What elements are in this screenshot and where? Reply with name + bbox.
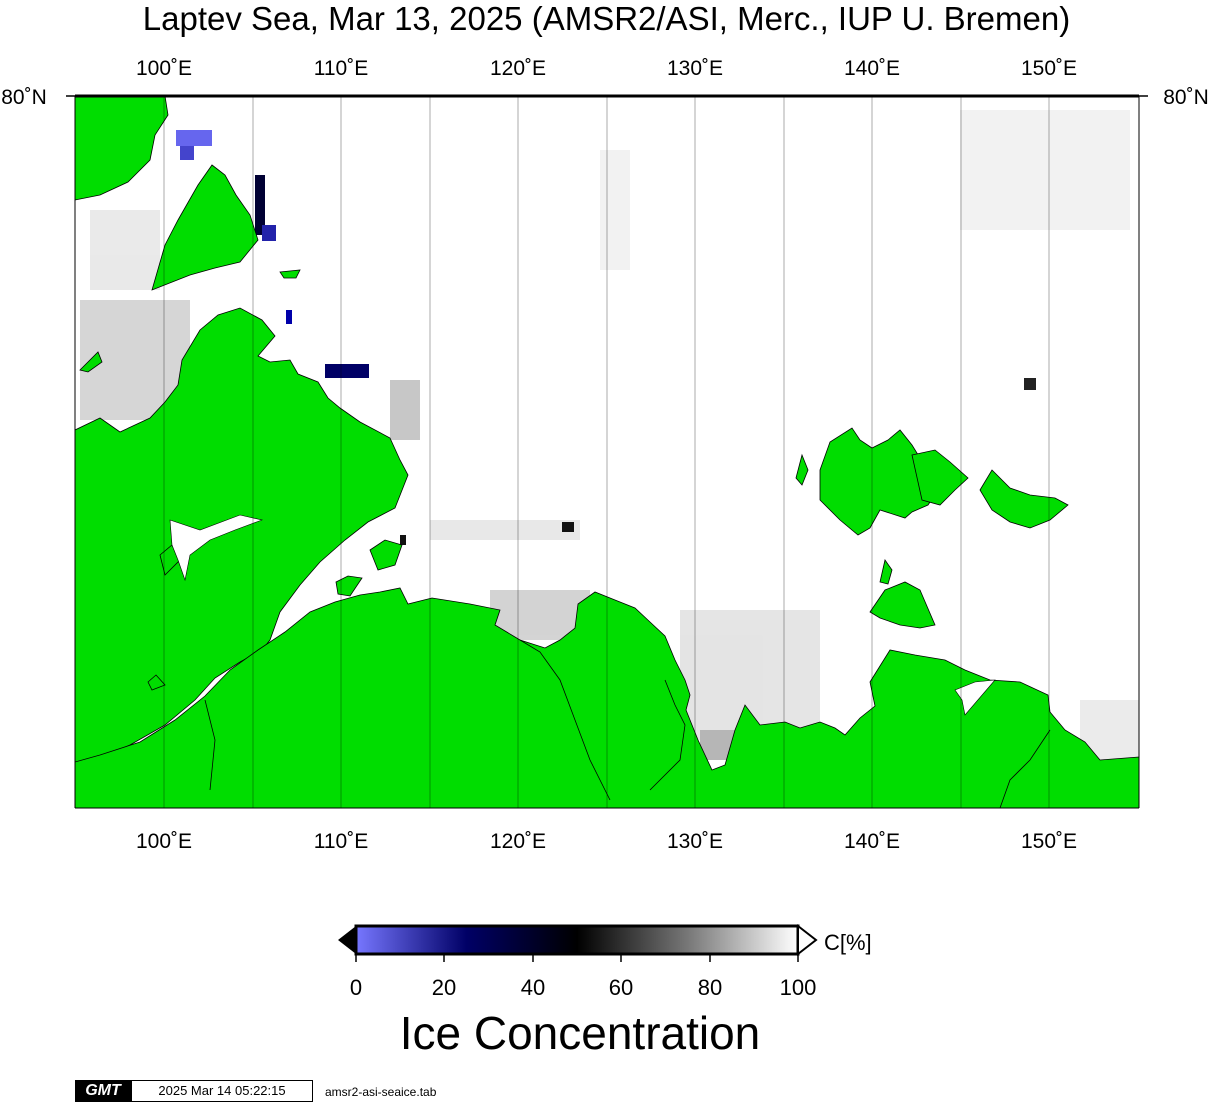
land-severnaya-zemlya-south: [151, 164, 259, 291]
land-taymyr-mainland: [75, 307, 409, 763]
colorbar-gradient: [354, 924, 800, 956]
lat-label-right: 80˚N: [1163, 86, 1209, 109]
colorbar-unit: C[%]: [824, 930, 872, 955]
colorbar-tick: 60: [609, 975, 633, 1000]
lon-label-top: 140˚E: [844, 57, 900, 80]
lon-label-top: 120˚E: [490, 57, 546, 80]
lon-label-bottom: 110˚E: [314, 830, 368, 853]
colorbar-right-triangle: [797, 923, 818, 957]
lon-label-top: 110˚E: [314, 57, 368, 80]
lon-label-bottom: 120˚E: [490, 830, 546, 853]
land-new-siberia-island: [911, 449, 969, 506]
lon-label-bottom: 150˚E: [1021, 830, 1077, 853]
colorbar-left-triangle: [338, 926, 356, 954]
lon-label-bottom: 130˚E: [667, 830, 723, 853]
land-severnaya-zemlya-north: [75, 96, 169, 201]
rivers: [204, 639, 1051, 808]
meridians: [163, 96, 1050, 808]
lat-label-left: 80˚N: [1, 86, 47, 109]
longitude-labels-top: 100˚E 110˚E 120˚E 130˚E 140˚E 150˚E: [136, 57, 1077, 80]
lon-label-bottom: 100˚E: [136, 830, 192, 853]
longitude-labels-bottom: 100˚E 110˚E 120˚E 130˚E 140˚E 150˚E: [136, 830, 1077, 853]
lon-label-top: 150˚E: [1021, 57, 1077, 80]
colorbar-title: Ice Concentration: [399, 1007, 761, 1059]
lon-label-top: 130˚E: [667, 57, 723, 80]
land-bennett-islands: [979, 469, 1069, 529]
low-concentration-streaks: [176, 130, 1036, 545]
ice-texture: [80, 110, 1139, 760]
colorbar: 0 20 40 60 80 100 C[%]: [338, 923, 872, 1000]
lon-label-top: 100˚E: [136, 57, 192, 80]
colorbar-tick: 80: [698, 975, 722, 1000]
colorbar-tick: 40: [521, 975, 545, 1000]
map-title: Laptev Sea, Mar 13, 2025 (AMSR2/ASI, Mer…: [142, 0, 1071, 37]
land-bolshoy-lyakhovsky: [869, 581, 936, 629]
lon-label-bottom: 140˚E: [844, 830, 900, 853]
map-content: [75, 96, 1139, 808]
timestamp: 2025 Mar 14 05:22:15: [131, 1080, 313, 1102]
source-file-label: amsr2-asi-seaice.tab: [325, 1085, 437, 1099]
colorbar-tick: 100: [780, 975, 817, 1000]
colorbar-tick: 20: [432, 975, 456, 1000]
gmt-logo: GMT: [75, 1080, 131, 1102]
colorbar-tick: 0: [350, 975, 362, 1000]
map-border: [66, 94, 1148, 809]
